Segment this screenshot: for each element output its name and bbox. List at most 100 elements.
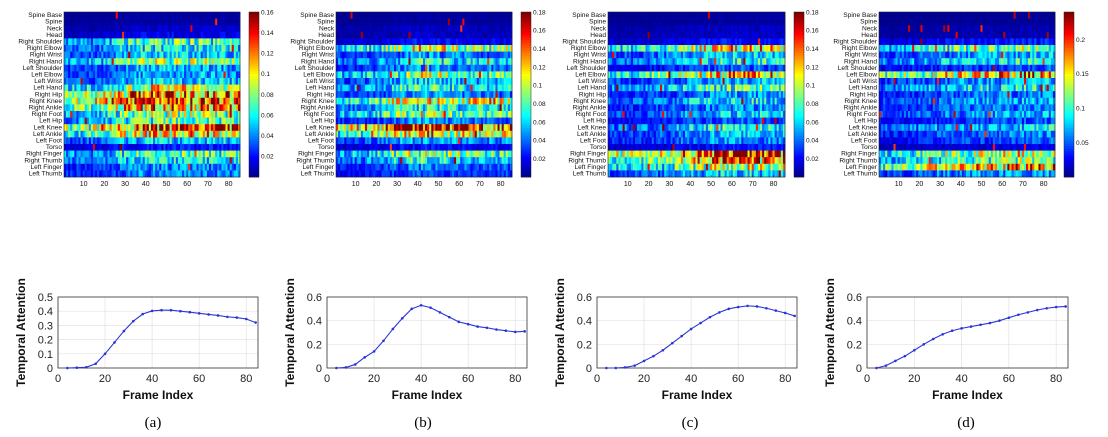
heatmap-cell xyxy=(371,31,374,39)
heatmap-cell xyxy=(237,18,241,26)
heatmap-cell xyxy=(192,64,195,72)
heatmap-cell xyxy=(400,163,403,171)
heatmap-cell xyxy=(157,137,160,145)
heatmap-cell xyxy=(362,25,366,33)
heatmap-cell xyxy=(610,25,613,33)
heatmap-cell xyxy=(476,170,480,178)
heatmap-tick-label: 60 xyxy=(455,181,463,188)
heatmap-cell xyxy=(150,157,154,165)
data-point xyxy=(131,319,135,323)
heatmap-cell xyxy=(80,130,84,138)
heatmap-cell xyxy=(410,91,414,99)
heatmap-cell xyxy=(142,130,146,138)
heatmap-cell xyxy=(202,45,206,52)
heatmap-cell xyxy=(402,31,405,39)
heatmap-cell xyxy=(179,84,183,92)
heatmap-cell xyxy=(177,144,181,151)
heatmap-cell xyxy=(68,97,71,105)
heatmap-cell xyxy=(126,163,129,171)
heatmap-cell xyxy=(225,104,228,112)
heatmap-cell xyxy=(447,124,451,132)
heatmap-cell xyxy=(753,38,757,46)
heatmap-cell xyxy=(476,163,480,171)
heatmap-cell xyxy=(179,104,183,112)
heatmap-cell xyxy=(499,12,503,19)
heatmap-cell xyxy=(464,25,467,33)
heatmap-cell xyxy=(119,137,123,145)
heatmap-cell xyxy=(157,124,160,132)
heatmap-cell xyxy=(208,170,212,178)
heatmap-cell xyxy=(416,45,420,52)
heatmap-cell xyxy=(362,64,366,72)
heatmap-cell xyxy=(121,104,125,112)
heatmap-cell xyxy=(194,117,197,125)
heatmap-cell xyxy=(231,84,235,92)
heatmap-cell xyxy=(223,12,226,19)
heatmap-cell xyxy=(478,97,482,105)
heatmap-cell xyxy=(72,84,75,92)
heatmap-cell xyxy=(103,163,106,171)
heatmap-cell xyxy=(157,111,160,118)
heatmap-cell xyxy=(383,91,387,99)
heatmap-cell xyxy=(705,38,709,46)
heatmap-cell xyxy=(454,111,457,118)
heatmap-cell xyxy=(367,137,370,145)
heatmap-cell xyxy=(194,157,197,165)
heatmap-cell xyxy=(136,150,139,158)
heatmap-cell xyxy=(643,18,646,26)
heatmap-cell xyxy=(505,150,509,158)
heatmap-cell xyxy=(499,163,503,171)
heatmap-cell xyxy=(138,117,142,125)
heatmap-cell xyxy=(778,12,782,19)
heatmap-cell xyxy=(637,12,640,19)
colorbar-segment xyxy=(249,68,259,72)
heatmap-cell xyxy=(202,111,206,118)
heatmap-cell xyxy=(398,38,401,46)
heatmap-cell xyxy=(204,97,208,105)
heatmap-cell xyxy=(66,84,69,92)
heatmap-cell xyxy=(84,163,88,171)
heatmap-cell xyxy=(491,51,494,59)
heatmap-cell xyxy=(140,124,144,132)
heatmap-cell xyxy=(672,25,676,33)
heatmap-cell xyxy=(689,18,692,26)
heatmap-cell xyxy=(159,25,162,33)
heatmap-cell xyxy=(163,38,166,46)
heatmap-cell xyxy=(86,124,90,132)
data-point xyxy=(216,314,220,317)
heatmap-cell xyxy=(693,31,696,39)
heatmap-cell xyxy=(136,45,139,52)
joint-label: Right Elbow xyxy=(299,45,334,52)
heatmap-cell xyxy=(78,130,81,138)
heatmap-cell xyxy=(737,18,740,26)
heatmap-cell xyxy=(142,163,146,171)
heatmap-cell xyxy=(435,78,438,85)
heatmap-cell xyxy=(489,45,492,52)
heatmap-cell xyxy=(175,84,179,92)
heatmap-cell xyxy=(433,137,436,145)
heatmap-cell xyxy=(680,12,684,19)
heatmap-cell xyxy=(128,45,131,52)
heatmap-cell xyxy=(76,64,79,72)
heatmap-cell xyxy=(202,137,206,145)
heatmap-cell xyxy=(402,111,405,118)
x-tick-label: 0 xyxy=(55,373,61,385)
heatmap-cell xyxy=(344,111,347,118)
heatmap-cell xyxy=(109,104,113,112)
heatmap-cell xyxy=(165,130,168,138)
heatmap-cell xyxy=(233,71,237,79)
heatmap-cell xyxy=(148,64,152,72)
heatmap-cell xyxy=(111,12,115,19)
y-axis-label: Temporal Attention xyxy=(14,278,28,387)
heatmap-cell xyxy=(410,64,414,72)
heatmap-cell xyxy=(219,12,222,19)
heatmap-cell xyxy=(383,150,387,158)
heatmap-cell xyxy=(117,51,121,59)
heatmap-cell xyxy=(497,64,500,72)
heatmap-cell xyxy=(478,130,482,138)
heatmap-cell xyxy=(66,117,69,125)
heatmap-cell xyxy=(78,91,81,99)
heatmap-cell xyxy=(422,137,426,145)
heatmap-cell xyxy=(476,71,480,79)
heatmap-cell xyxy=(109,111,113,118)
